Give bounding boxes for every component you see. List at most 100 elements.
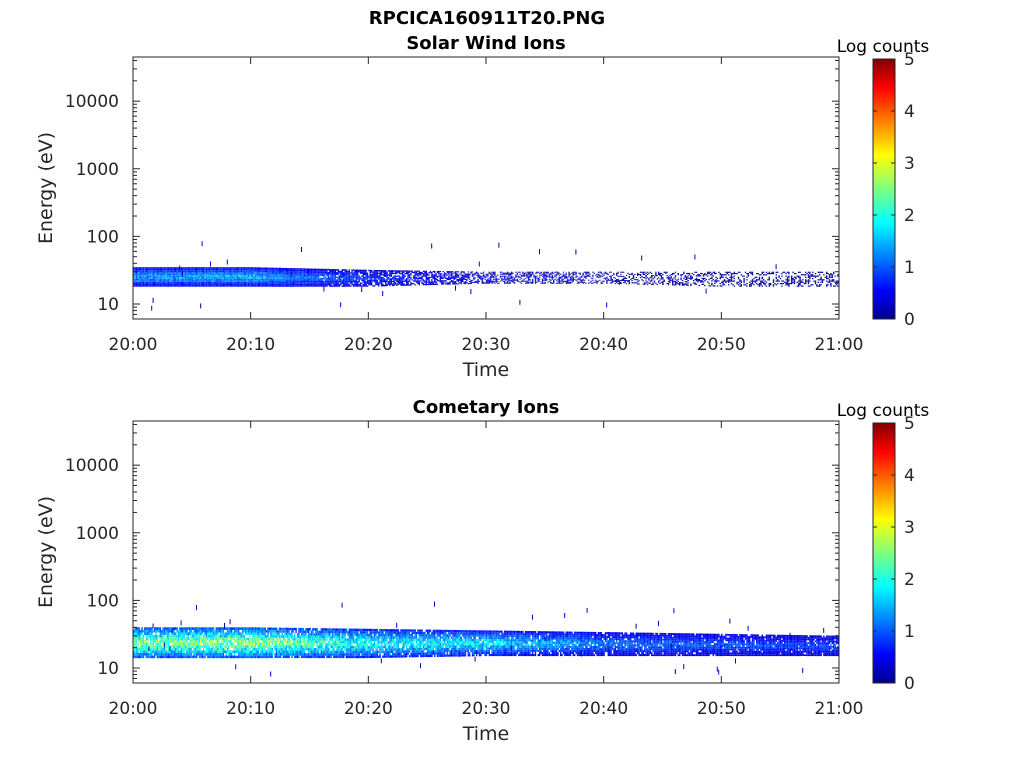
spectrogram-cell <box>721 276 723 278</box>
spectrogram-cell <box>151 273 153 276</box>
spectrogram-cell <box>541 279 544 281</box>
spectrogram-cell <box>610 282 612 284</box>
spectrogram-cell <box>240 642 243 646</box>
spectrogram-cell <box>149 281 152 284</box>
spectrogram-cell <box>161 268 163 271</box>
spectrogram-cell <box>484 282 486 284</box>
spectrogram-cell <box>212 283 215 286</box>
spectrogram-cell <box>320 274 322 277</box>
spectrogram-cell <box>316 271 318 274</box>
spectrogram-cell <box>494 280 496 282</box>
spectrogram-cell <box>260 285 262 287</box>
spectrogram-cell <box>198 272 201 274</box>
spectrogram-cell <box>733 271 735 273</box>
spectrogram-cell <box>168 632 170 635</box>
spectrogram-cell <box>180 267 182 269</box>
spectrogram-cell <box>288 278 290 281</box>
spectrogram-cell <box>233 632 236 635</box>
spectrogram-cell <box>201 281 203 284</box>
spectrogram-cell <box>375 274 377 276</box>
spectrogram-cell <box>747 274 749 276</box>
spectrogram-cell <box>186 267 188 269</box>
spectrogram-cell <box>431 276 433 278</box>
spectrogram-cell <box>224 281 226 284</box>
spectrogram-cell <box>674 275 677 277</box>
spectrogram-cell <box>149 655 152 659</box>
spectrogram-cell <box>390 280 392 283</box>
spectrogram-cell <box>614 277 616 279</box>
spectrogram-cell <box>739 280 741 282</box>
spectrogram-cell <box>218 278 220 281</box>
spectrogram-cell <box>324 283 327 286</box>
spectrogram-cell <box>361 279 363 281</box>
spectrogram-cell <box>138 627 140 630</box>
spectrogram-cell <box>348 283 350 286</box>
spectrogram-cell <box>260 281 262 284</box>
spectrogram-outlier <box>210 261 211 267</box>
spectrogram-cell <box>179 278 181 281</box>
spectrogram-cell <box>469 283 471 285</box>
spectrogram-cell <box>645 272 647 274</box>
spectrogram-cell <box>733 280 735 282</box>
spectrogram-cell <box>651 279 653 281</box>
spectrogram-cell <box>411 283 413 285</box>
spectrogram-cell <box>233 627 236 630</box>
spectrogram-cell <box>193 275 195 277</box>
spectrogram-cell <box>730 274 733 276</box>
spectrogram-cell <box>758 279 761 281</box>
spectrogram-cell <box>226 635 229 638</box>
spectrogram-cell <box>170 273 173 276</box>
spectrogram-cell <box>497 282 499 284</box>
spectrogram-cell <box>557 278 559 280</box>
spectrogram-cell <box>189 270 191 273</box>
spectrogram-cell <box>548 280 551 282</box>
spectrogram-cell <box>239 640 241 643</box>
spectrogram-cell <box>347 279 349 281</box>
spectrogram-cell <box>532 271 534 273</box>
spectrogram-cell <box>572 273 574 275</box>
spectrogram-cell <box>616 278 618 280</box>
spectrogram-cell <box>329 277 331 280</box>
spectrogram-cell <box>198 281 201 284</box>
spectrogram-cell <box>534 275 537 277</box>
spectrogram-cell <box>333 282 335 284</box>
spectrogram-cell <box>418 271 420 274</box>
spectrogram-cell <box>246 272 248 274</box>
spectrogram-cell <box>218 635 220 638</box>
spectrogram-cell <box>133 272 135 274</box>
spectrogram-cell <box>219 642 222 646</box>
spectrogram-cell <box>740 284 742 286</box>
spectrogram-cell <box>149 285 152 287</box>
spectrogram-cell <box>169 268 171 271</box>
spectrogram-cell <box>303 282 306 284</box>
spectrogram-cell <box>653 276 656 278</box>
spectrogram-cell <box>264 275 266 278</box>
spectrogram-cell <box>198 632 201 635</box>
spectrogram-cell <box>177 635 180 638</box>
spectrogram-cell <box>460 283 462 285</box>
spectrogram-cell <box>527 277 530 279</box>
spectrogram-cell <box>168 635 170 638</box>
spectrogram-cell <box>271 282 273 284</box>
spectrogram-cell <box>772 281 775 283</box>
spectrogram-cell <box>761 280 763 282</box>
spectrogram-cell <box>656 283 658 285</box>
spectrogram-cell <box>158 647 160 651</box>
spectrogram-cell <box>394 276 397 279</box>
spectrogram-cell <box>296 274 299 276</box>
spectrogram-cell <box>208 653 210 656</box>
spectrogram-cell <box>642 273 644 275</box>
spectrogram-cell <box>266 269 268 271</box>
spectrogram-cell <box>665 272 667 274</box>
spectrogram-cell <box>278 282 280 284</box>
spectrogram-cell <box>224 267 226 269</box>
spectrogram-cell <box>613 273 615 275</box>
spectrogram-cell <box>198 653 201 656</box>
spectrogram-cell <box>702 274 705 276</box>
spectrogram-cell <box>193 650 195 653</box>
spectrogram-cell <box>186 650 188 653</box>
spectrogram-cell <box>565 280 567 282</box>
spectrogram-cell <box>449 274 451 276</box>
spectrogram-cell <box>211 655 213 659</box>
spectrogram-cell <box>761 281 763 283</box>
